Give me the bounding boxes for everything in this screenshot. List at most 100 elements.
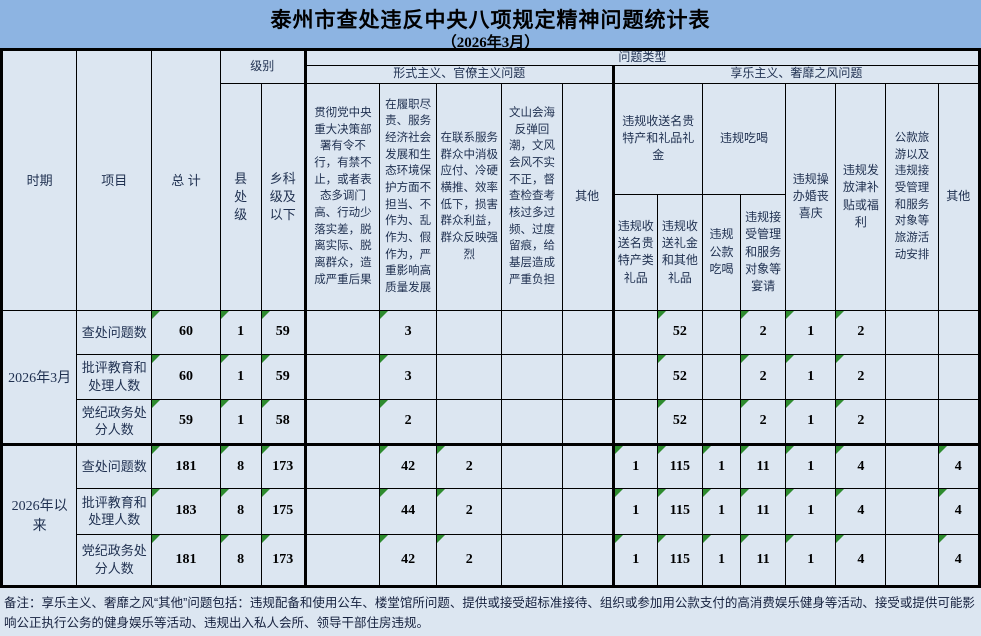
data-cell: 2 (835, 309, 887, 355)
filled-cell-corner-marker-icon (786, 400, 795, 408)
data-cell: 2 (740, 309, 787, 355)
data-cell (501, 487, 563, 535)
filled-cell-corner-marker-icon (380, 535, 389, 543)
data-cell (561, 398, 614, 445)
data-cell: 2 (379, 398, 438, 445)
data-cell: 1 (611, 442, 658, 489)
filled-cell-corner-marker-icon (380, 447, 389, 454)
header-county-level: 县处级 (219, 82, 262, 311)
data-cell (303, 398, 381, 445)
data-cell (885, 398, 939, 445)
filled-cell-corner-marker-icon (380, 355, 389, 363)
data-cell (885, 533, 939, 587)
data-cell: 2 (835, 398, 887, 445)
data-cell: 11 (740, 442, 787, 489)
filled-cell-corner-marker-icon (262, 535, 270, 543)
header-level-group: 级别 (219, 49, 306, 84)
data-cell (611, 398, 658, 445)
data-cell: 59 (260, 353, 306, 400)
cell-value: 2 (759, 368, 767, 384)
header-formalism-group: 形式主义、官僚主义问题 (303, 64, 614, 84)
cell-value: 11 (756, 458, 770, 474)
data-cell (561, 353, 614, 400)
filled-cell-corner-marker-icon (786, 535, 795, 543)
cell-value: 1 (632, 503, 640, 519)
page-title: 泰州市查处违反中央八项规定精神问题统计表 (270, 8, 711, 32)
data-cell (885, 309, 939, 355)
cell-value: 1 (237, 324, 245, 340)
filled-cell-corner-marker-icon (939, 535, 947, 543)
title-bar: 泰州市查处违反中央八项规定精神问题统计表 （2026年3月） (0, 0, 981, 51)
data-cell: 4 (937, 442, 981, 489)
filled-cell-corner-marker-icon (786, 355, 795, 363)
filled-cell-corner-marker-icon (703, 489, 711, 497)
header-gift-group: 违规收送名贵特产和礼品礼金 (611, 82, 703, 195)
cell-value: 8 (237, 503, 245, 519)
cell-value: 4 (954, 458, 962, 474)
data-cell: 60 (151, 309, 221, 355)
cell-value: 175 (272, 503, 294, 519)
data-cell: 60 (151, 353, 221, 400)
cell-value: 42 (401, 458, 416, 474)
cell-value: 58 (275, 413, 290, 429)
filled-cell-corner-marker-icon (658, 535, 666, 543)
filled-cell-corner-marker-icon (152, 311, 161, 319)
cell-value: 2 (465, 503, 473, 519)
filled-cell-corner-marker-icon (658, 400, 666, 408)
cell-value: 1 (807, 458, 815, 474)
data-cell (937, 309, 981, 355)
data-cell: 8 (219, 533, 262, 587)
data-cell: 1 (785, 533, 837, 587)
data-cell: 42 (379, 442, 438, 489)
data-cell (303, 533, 381, 587)
header-formalism-col-2: 在履职尽责、服务经济社会发展和生态环境保护方面不担当、不作为、乱作为、假作为，严… (379, 82, 438, 311)
filled-cell-corner-marker-icon (741, 489, 750, 497)
data-cell: 3 (379, 353, 438, 400)
data-cell (303, 309, 381, 355)
cell-value: 1 (632, 458, 640, 474)
cell-value: 173 (272, 458, 294, 474)
data-cell: 115 (656, 487, 703, 535)
period-cell: 2026年以来 (0, 442, 78, 587)
cell-value: 1 (807, 324, 815, 340)
header-dining-sub-2: 违规接受管理和服务对象等宴请 (740, 193, 787, 311)
data-cell (303, 442, 381, 489)
filled-cell-corner-marker-icon (221, 311, 229, 319)
filled-cell-corner-marker-icon (221, 535, 229, 543)
filled-cell-corner-marker-icon (741, 535, 750, 543)
row-label-cell: 党纪政务处分人数 (76, 533, 153, 587)
page-subtitle: （2026年3月） (441, 35, 540, 51)
cell-value: 59 (179, 413, 193, 429)
cell-value: 59 (275, 324, 290, 340)
filled-cell-corner-marker-icon (152, 535, 161, 543)
data-cell: 11 (740, 487, 787, 535)
data-cell: 4 (937, 487, 981, 535)
filled-cell-corner-marker-icon (836, 355, 845, 363)
cell-value: 4 (857, 503, 865, 519)
filled-cell-corner-marker-icon (741, 355, 750, 363)
data-cell: 52 (656, 309, 703, 355)
filled-cell-corner-marker-icon (658, 489, 666, 497)
data-cell: 4 (835, 442, 887, 489)
cell-value: 52 (672, 413, 687, 429)
data-cell: 52 (656, 398, 703, 445)
filled-cell-corner-marker-icon (262, 489, 270, 497)
filled-cell-corner-marker-icon (616, 489, 623, 497)
data-cell (611, 309, 658, 355)
filled-cell-corner-marker-icon (262, 447, 270, 454)
filled-cell-corner-marker-icon (836, 447, 845, 454)
data-cell (701, 309, 742, 355)
cell-value: 115 (669, 458, 690, 474)
data-cell: 58 (260, 398, 306, 445)
cell-value: 1 (807, 413, 815, 429)
data-cell: 1 (611, 487, 658, 535)
data-cell: 2 (436, 533, 503, 587)
filled-cell-corner-marker-icon (741, 447, 750, 454)
data-cell (303, 487, 381, 535)
filled-cell-corner-marker-icon (152, 400, 161, 408)
data-cell: 2 (436, 487, 503, 535)
data-cell: 2 (835, 353, 887, 400)
header-formalism-col-4: 文山会海反弹回潮，文风会风不实不正，督查检查考核过多过频、过度留痕，给基层造成严… (501, 82, 563, 311)
filled-cell-corner-marker-icon (836, 311, 845, 319)
data-cell: 1 (785, 442, 837, 489)
